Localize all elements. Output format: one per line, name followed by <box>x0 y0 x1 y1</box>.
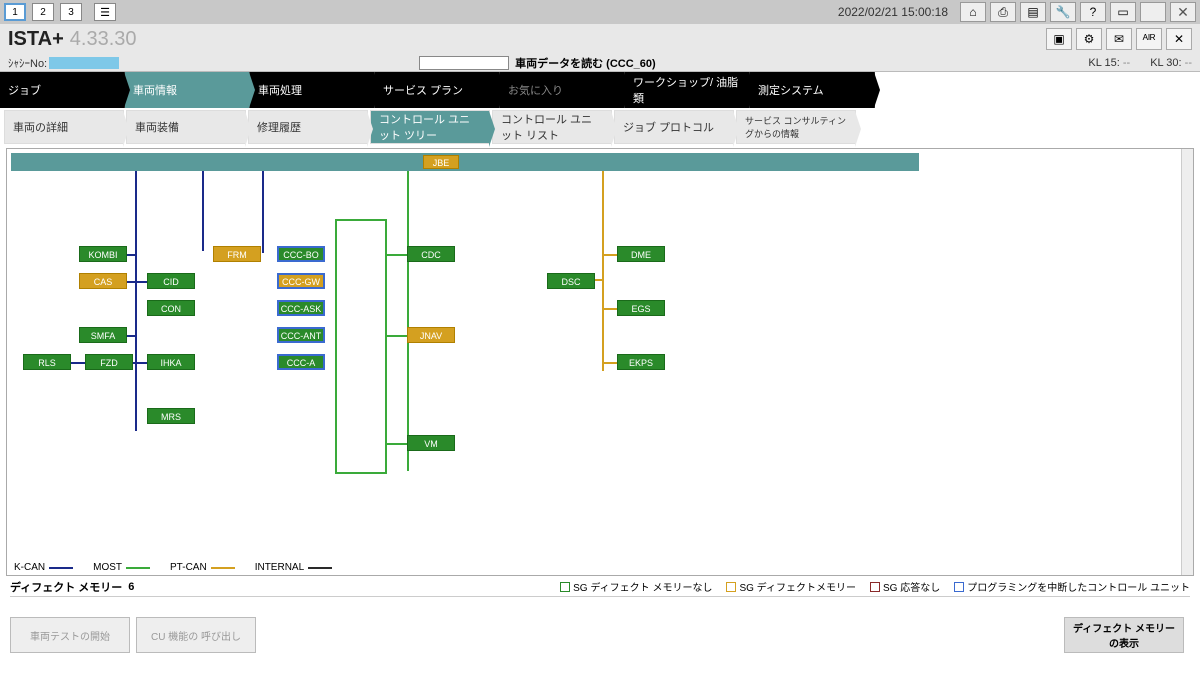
workspace-tab-2[interactable]: 2 <box>32 3 54 21</box>
yh-egs <box>602 308 618 310</box>
ecu-kombi[interactable]: KOMBI <box>79 246 127 262</box>
sg-noresp: SG 応答なし <box>870 579 940 594</box>
ecu-jbe[interactable]: JBE <box>423 155 459 169</box>
kl30-label: KL 30: -- <box>1150 57 1192 69</box>
workspace-tab-1[interactable]: 1 <box>4 3 26 21</box>
subtab-cu-list[interactable]: コントロール ユニット リスト <box>492 110 612 144</box>
ecu-con[interactable]: CON <box>147 300 195 316</box>
ecu-cid[interactable]: CID <box>147 273 195 289</box>
top-bus-bar <box>11 153 919 171</box>
gear-icon[interactable]: ⚙ <box>1076 28 1102 50</box>
close-icon[interactable]: ✕ <box>1170 2 1196 22</box>
ecu-jnav[interactable]: JNAV <box>407 327 455 343</box>
ecu-ccc-ask[interactable]: CCC-ASK <box>277 300 325 316</box>
timestamp: 2022/02/21 15:00:18 <box>838 5 948 19</box>
yh-ekps <box>602 362 618 364</box>
kl15-label: KL 15: -- <box>1088 57 1130 69</box>
tab-vehicle-info[interactable]: 車両情報 <box>125 72 250 108</box>
ecu-egs[interactable]: EGS <box>617 300 665 316</box>
spacer-icon <box>1140 2 1166 22</box>
yh-dme <box>602 254 618 256</box>
subtab-job-protocol[interactable]: ジョブ プロトコル <box>614 110 734 144</box>
legend-most: MOST <box>93 562 150 573</box>
mail-icon[interactable]: ✉ <box>1106 28 1132 50</box>
system-bar: 1 2 3 ☰ 2022/02/21 15:00:18 ⌂ ⎙ ▤ 🔧 ? ▭ … <box>0 0 1200 24</box>
subtab-vehicle-equip[interactable]: 車両装備 <box>126 110 246 144</box>
home-icon[interactable]: ⌂ <box>960 2 986 22</box>
ccc-group-box <box>335 219 387 474</box>
ecu-dme[interactable]: DME <box>617 246 665 262</box>
ecu-ccc-gw[interactable]: CCC-GW <box>277 273 325 289</box>
kcan-line-1 <box>135 171 137 431</box>
subtab-vehicle-detail[interactable]: 車両の詳細 <box>4 110 124 144</box>
main-tabs: ジョブ 車両情報 車両処理 サービス プラン お気に入り ワークショップ/ 油脂… <box>0 72 1200 108</box>
tab-vehicle-process[interactable]: 車両処理 <box>250 72 375 108</box>
gh-cdc <box>387 254 407 256</box>
ecu-mrs[interactable]: MRS <box>147 408 195 424</box>
defect-label: ディフェクト メモリー <box>10 579 122 595</box>
ecu-ccc-bo[interactable]: CCC-BO <box>277 246 325 262</box>
cu-function-call-button[interactable]: CU 機能の 呼び出し <box>136 617 256 653</box>
most-line-1 <box>407 171 409 471</box>
minimize-icon[interactable]: ▭ <box>1110 2 1136 22</box>
defect-count: 6 <box>128 581 134 593</box>
start-vehicle-test-button[interactable]: 車両テストの開始 <box>10 617 130 653</box>
ecu-ekps[interactable]: EKPS <box>617 354 665 370</box>
gh-jnav <box>387 335 407 337</box>
app-title: ISTA+ <box>8 28 64 51</box>
kcan-line-2 <box>202 171 204 251</box>
sg-ok: SG ディフェクト メモリーなし <box>560 579 712 594</box>
air-icon[interactable]: ᴬᴵᴿ <box>1136 28 1162 50</box>
ptcan-line-1 <box>602 171 604 371</box>
status-text: 車両データを読む (CCC_60) <box>515 55 656 71</box>
ecu-rls[interactable]: RLS <box>23 354 71 370</box>
sub-tabs: 車両の詳細 車両装備 修理履歴 コントロール ユニット ツリー コントロール ユ… <box>0 108 1200 146</box>
screenshot-icon[interactable]: ▣ <box>1046 28 1072 50</box>
chassis-number-redacted <box>49 57 119 69</box>
sg-prog: プログラミングを中断したコントロール ユニット <box>954 579 1190 594</box>
tab-measure[interactable]: 測定システム <box>750 72 875 108</box>
ecu-ihka[interactable]: IHKA <box>147 354 195 370</box>
ecu-ccc-a[interactable]: CCC-A <box>277 354 325 370</box>
tab-workshop[interactable]: ワークショップ/ 油脂類 <box>625 72 750 108</box>
legend-internal: INTERNAL <box>255 562 332 573</box>
tab-service-plan[interactable]: サービス プラン <box>375 72 500 108</box>
gh-vm <box>387 443 407 445</box>
list-icon[interactable]: ☰ <box>94 3 116 21</box>
subtab-service-consult[interactable]: サービス コンサルティングからの情報 <box>736 110 856 144</box>
ecu-ccc-ant[interactable]: CCC-ANT <box>277 327 325 343</box>
wrench-icon[interactable]: 🔧 <box>1050 2 1076 22</box>
defect-memory-row: ディフェクト メモリー 6 SG ディフェクト メモリーなし SG ディフェクト… <box>10 577 1190 597</box>
info-bar: ｼｬｼｰNo: 車両データを読む (CCC_60) KL 15: -- KL 3… <box>0 54 1200 72</box>
chassis-label: ｼｬｼｰNo: <box>8 55 47 71</box>
doc-icon[interactable]: ▤ <box>1020 2 1046 22</box>
help-icon[interactable]: ? <box>1080 2 1106 22</box>
vertical-scrollbar[interactable] <box>1181 149 1193 575</box>
kcan-line-3 <box>262 171 264 253</box>
close-session-icon[interactable]: ✕ <box>1166 28 1192 50</box>
show-defect-memory-button[interactable]: ディフェクト メモリーの表示 <box>1064 617 1184 653</box>
bottom-button-bar: 車両テストの開始 CU 機能の 呼び出し ディフェクト メモリーの表示 <box>10 615 1190 655</box>
title-bar: ISTA+ 4.33.30 ▣ ⚙ ✉ ᴬᴵᴿ ✕ <box>0 24 1200 54</box>
sg-defect: SG ディフェクトメモリー <box>726 579 856 594</box>
subtab-repair-history[interactable]: 修理履歴 <box>248 110 368 144</box>
ecu-diagram: JBE KOMBI CAS CID CON SMFA RLS FZD IHKA … <box>6 148 1194 576</box>
legend-ptcan: PT-CAN <box>170 562 235 573</box>
ecu-vm[interactable]: VM <box>407 435 455 451</box>
print-icon[interactable]: ⎙ <box>990 2 1016 22</box>
ecu-cas[interactable]: CAS <box>79 273 127 289</box>
workspace-tab-3[interactable]: 3 <box>60 3 82 21</box>
ecu-frm[interactable]: FRM <box>213 246 261 262</box>
tab-favorites[interactable]: お気に入り <box>500 72 625 108</box>
ecu-cdc[interactable]: CDC <box>407 246 455 262</box>
subtab-cu-tree[interactable]: コントロール ユニット ツリー <box>370 110 490 144</box>
ecu-dsc[interactable]: DSC <box>547 273 595 289</box>
tab-job[interactable]: ジョブ <box>0 72 125 108</box>
bus-legend: K-CAN MOST PT-CAN INTERNAL <box>14 562 1186 573</box>
ecu-smfa[interactable]: SMFA <box>79 327 127 343</box>
ecu-fzd[interactable]: FZD <box>85 354 133 370</box>
app-version: 4.33.30 <box>70 28 137 51</box>
legend-kcan: K-CAN <box>14 562 73 573</box>
status-input[interactable] <box>419 56 509 70</box>
